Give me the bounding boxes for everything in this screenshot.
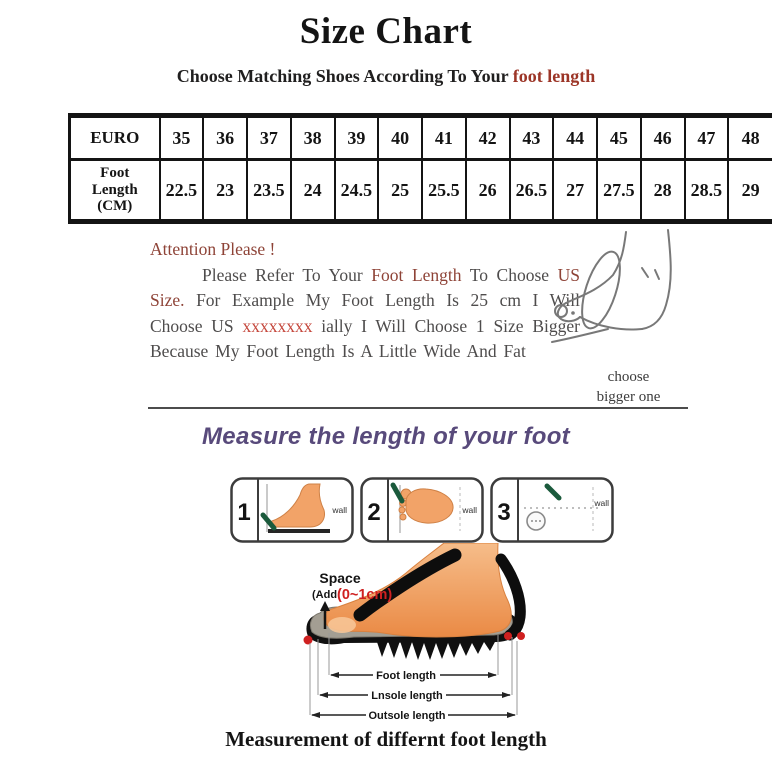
attention-text: To Choose (461, 264, 558, 285)
length-cell: 25.5 (421, 158, 467, 223)
toe-mark (571, 311, 575, 315)
attention-heading: Attention Please ! (150, 239, 276, 259)
size-cell: 48 (727, 114, 772, 161)
step-1-panel: 1 wall (230, 477, 354, 543)
length-cell: 26.5 (508, 158, 555, 223)
euro-row: EURO 35 36 37 38 39 40 41 42 43 44 45 46… (68, 114, 772, 161)
length-cell: 22.5 (158, 158, 205, 223)
pen-icon (390, 482, 405, 504)
length-cell: 24.5 (333, 158, 380, 223)
section-divider (148, 407, 688, 409)
length-cell: 23 (202, 158, 248, 223)
wall-label: wall (331, 505, 347, 515)
shoe-heel-outline (495, 553, 526, 641)
size-cell: 44 (552, 114, 598, 161)
subtitle-text: Choose Matching Shoes According To Your (176, 66, 513, 86)
size-cell: 40 (377, 114, 423, 161)
length-cell: 27.5 (596, 158, 642, 223)
attention-us-size: US Size. (150, 264, 580, 311)
foot-sketch-illustration (551, 229, 672, 343)
size-cell: 37 (246, 114, 292, 161)
size-cell: 39 (333, 114, 380, 161)
attention-note: Attention Please ! Please Refer To Your … (150, 237, 580, 365)
pen-icon (544, 483, 562, 501)
insole-length-label: Lnsole length (371, 690, 443, 702)
foot-length-row-header: Foot Length (CM) (68, 158, 161, 223)
right-red-dot (504, 632, 512, 640)
wall-label: wall (461, 505, 477, 515)
size-cell: 47 (683, 114, 730, 161)
attention-text: For Example My Foot Length Is 25 cm I Wi… (150, 290, 580, 336)
step-number: 2 (367, 499, 380, 526)
euro-row-header: EURO (68, 114, 161, 161)
subtitle-highlight: foot length (512, 66, 596, 86)
length-cell: 29 (727, 158, 772, 223)
step-2-panel: 2 wall (360, 477, 484, 543)
attention-text: Please Refer To Your (202, 264, 372, 285)
space-value-label: (0~1cm) (337, 587, 392, 603)
measurement-steps: 1 wall 2 wall (230, 477, 614, 543)
foot-length-diagram: Space (Add (0~1cm) Foot length Lnsole le… (303, 543, 526, 722)
wall-label: wall (593, 498, 609, 508)
attention-foot-length: Foot Length (371, 264, 462, 285)
length-cell: 24 (289, 158, 336, 223)
length-cell: 25 (377, 158, 423, 223)
pen-icon (260, 512, 277, 531)
size-cell: 45 (596, 114, 642, 161)
page-title: Size Chart (299, 11, 473, 52)
outsole-length-label: Outsole length (369, 710, 446, 722)
size-cell: 42 (464, 114, 511, 161)
size-table: EURO 35 36 37 38 39 40 41 42 43 44 45 46… (68, 113, 772, 224)
size-cell: 46 (639, 114, 686, 161)
ruler-icon (526, 511, 546, 531)
foot-length-row: Foot Length (CM) 22.5 23 23.5 24 24.5 25… (68, 158, 772, 223)
subtitle: Choose Matching Shoes According To Your … (0, 66, 772, 87)
space-label: Space (319, 570, 360, 586)
space-add-label: (Add (312, 589, 337, 601)
size-cell: 36 (202, 114, 248, 161)
sketch-caption: choose bigger one (596, 369, 661, 406)
shoe-upper-outline (353, 548, 462, 622)
attention-text: ially I Will Choose 1 Size Bigger Becaus… (150, 315, 580, 362)
dimension-arrows (311, 672, 516, 718)
size-cell: 35 (158, 114, 205, 161)
step-3-panel: 3 wall (490, 477, 614, 543)
right-red-dot (517, 632, 525, 640)
length-cell: 23.5 (246, 158, 292, 223)
space-arrow (320, 601, 330, 629)
size-cell: 41 (421, 114, 467, 161)
length-cell: 26 (464, 158, 511, 223)
measure-heading: Measure the length of your foot (202, 423, 570, 450)
length-cell: 28 (639, 158, 686, 223)
step-number: 3 (497, 499, 510, 526)
length-cell: 27 (552, 158, 598, 223)
length-cell: 28.5 (683, 158, 730, 223)
guide-lines (309, 633, 518, 715)
attention-body: Please Refer To Your Foot Length To Choo… (150, 263, 580, 365)
foot-length-label: Foot length (376, 670, 436, 682)
attention-redacted-x: xxxxxxxx (242, 315, 313, 336)
step-number: 1 (237, 499, 250, 526)
size-cell: 38 (289, 114, 336, 161)
left-red-dot (303, 635, 313, 645)
size-cell: 43 (508, 114, 555, 161)
bottom-caption: Measurement of differnt foot length (225, 727, 547, 751)
